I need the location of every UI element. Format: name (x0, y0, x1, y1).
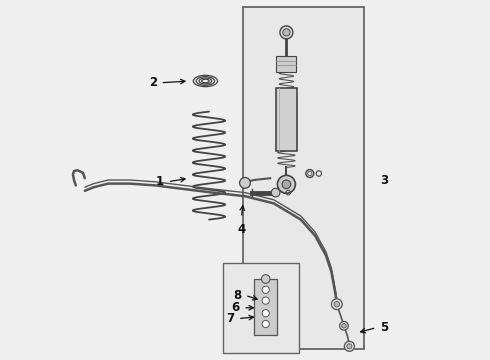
Circle shape (261, 275, 270, 283)
Circle shape (282, 180, 291, 189)
Text: 1: 1 (156, 175, 164, 188)
Circle shape (262, 310, 270, 317)
Circle shape (262, 286, 270, 293)
Bar (223, 263, 299, 353)
Text: 6: 6 (231, 301, 240, 314)
Circle shape (340, 321, 348, 330)
Circle shape (331, 299, 342, 310)
Circle shape (347, 344, 352, 349)
Circle shape (280, 26, 293, 39)
Circle shape (344, 341, 354, 351)
Circle shape (262, 320, 270, 328)
Circle shape (283, 29, 290, 36)
Bar (243, 7, 364, 349)
Circle shape (277, 175, 295, 193)
Text: 3: 3 (380, 174, 388, 186)
Circle shape (342, 324, 346, 328)
Bar (275, 88, 297, 151)
Circle shape (334, 302, 340, 307)
Text: 7: 7 (226, 312, 234, 325)
Text: 4: 4 (237, 223, 245, 236)
Circle shape (271, 188, 280, 197)
Text: 8: 8 (233, 289, 242, 302)
Circle shape (240, 177, 250, 188)
Bar (276, 56, 296, 72)
Text: 2: 2 (148, 76, 157, 89)
Circle shape (262, 297, 270, 304)
Text: 5: 5 (380, 321, 388, 334)
Bar (254, 279, 277, 335)
